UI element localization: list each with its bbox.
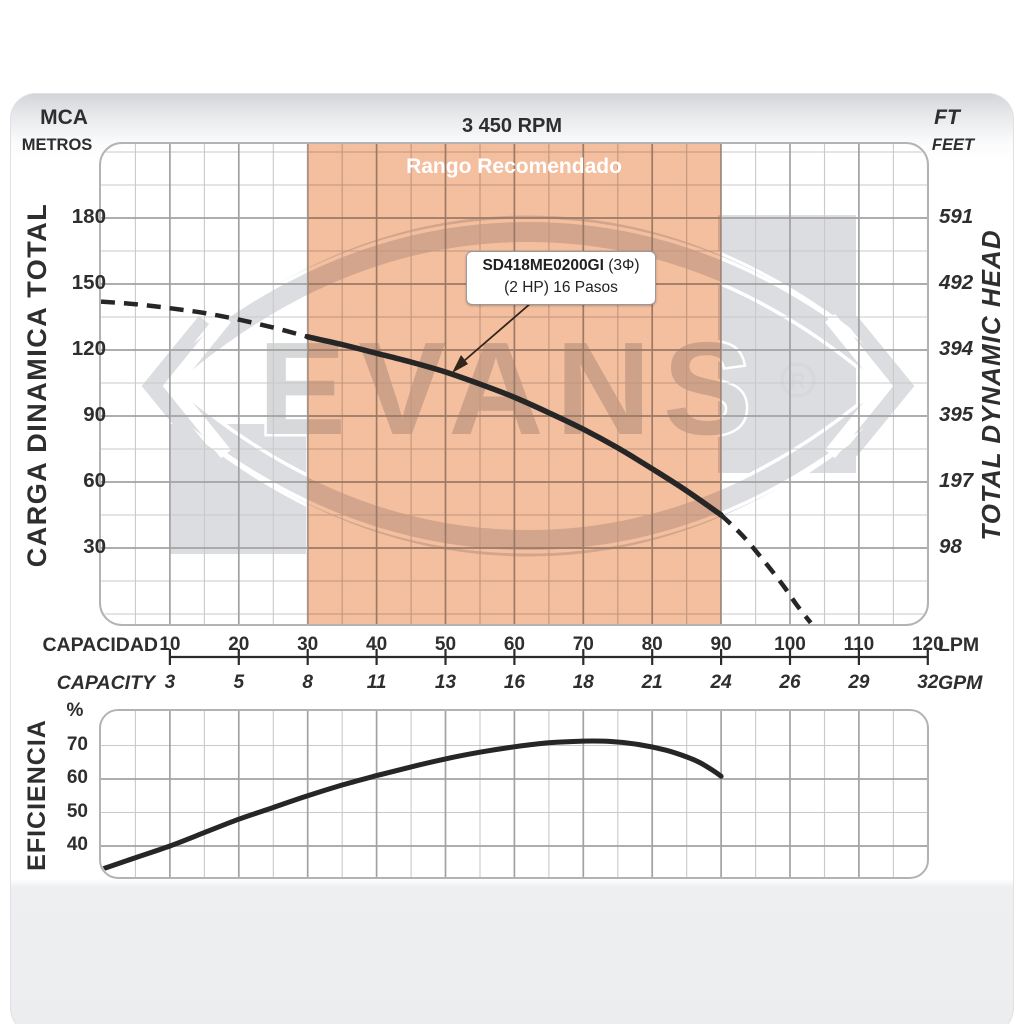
x-axis-tick-marks <box>168 649 929 665</box>
efficiency-percent-label: % <box>66 700 84 721</box>
x-axis <box>168 649 929 665</box>
y-right-tick-label: 395 <box>939 403 974 426</box>
callout-arrowhead-icon <box>452 355 468 373</box>
x-lpm-tick-label: 20 <box>228 634 250 655</box>
y-right-tick-label: 591 <box>939 205 974 228</box>
x-lpm-tick-label: 90 <box>710 634 732 655</box>
y-right-tick-label: 197 <box>939 469 974 492</box>
x-gpm-tick-label: 11 <box>366 672 387 693</box>
x-lpm-tick-label: 110 <box>843 634 875 655</box>
y-left-tick-label: 90 <box>83 403 106 426</box>
x-lpm-tick-label: 50 <box>434 634 457 655</box>
y-right-tick-label: 394 <box>939 337 974 360</box>
y-axis-title-right: TOTAL DYNAMIC HEAD <box>975 229 1006 541</box>
x-gpm-tick-label: 5 <box>233 672 245 693</box>
pump-model-line1: SD418ME0200GI (3Φ) <box>471 255 651 277</box>
x-gpm-tick-label: 32 <box>917 672 939 693</box>
capacity-label: CAPACITY <box>56 672 155 694</box>
x-gpm-tick-label: 18 <box>572 672 594 693</box>
x-gpm-tick-label: 16 <box>503 672 525 693</box>
y-left-tick-label: 30 <box>83 535 106 558</box>
x-lpm-tick-label: 70 <box>572 634 594 655</box>
capacidad-label: CAPACIDAD <box>42 634 158 656</box>
x-gpm-tick-label: 3 <box>164 672 176 693</box>
eff-grid-major <box>101 711 927 877</box>
efficiency-plot-area <box>101 711 927 877</box>
x-lpm-tick-label: 60 <box>503 634 525 655</box>
pump-model-callout: SD418ME0200GI (3Φ) (2 HP) 16 Pasos <box>466 251 656 305</box>
x-lpm-tick-label: 40 <box>366 634 388 655</box>
head-curve-dashed-low <box>101 299 309 339</box>
evans-logo-left-chevron-icon <box>141 315 210 457</box>
head-curve-solid <box>304 334 724 518</box>
rpm-title: 3 450 RPM <box>461 115 563 137</box>
y-axis-title-left: CARGA DINAMICA TOTAL <box>21 202 52 568</box>
y-left-tick-label: 120 <box>71 337 106 360</box>
y-right-tick-label: 98 <box>939 535 962 558</box>
head-curve-dashed-high <box>719 513 813 624</box>
x-gpm-tick-label: 21 <box>641 672 663 693</box>
y-left-tick-label: 60 <box>83 469 106 492</box>
x-lpm-tick-label: 120 <box>911 634 944 655</box>
x-lpm-tick-label: 30 <box>297 634 319 655</box>
evans-logo-right-chevron-icon <box>846 315 915 457</box>
x-gpm-tick-label: 26 <box>779 672 801 693</box>
lpm-unit-label: LPM <box>938 634 980 656</box>
efficiency-curve <box>101 738 724 872</box>
eff-tick-label: 70 <box>66 733 88 755</box>
registered-mark-r: R <box>790 370 805 393</box>
x-lpm-tick-label: 10 <box>159 634 181 655</box>
x-gpm-tick-label: 29 <box>848 672 870 693</box>
unit-ft-label: FT <box>934 106 960 129</box>
unit-mca-label: MCA <box>40 106 88 129</box>
eff-tick-label: 40 <box>66 834 88 855</box>
pump-model-phase: (3Φ) <box>603 257 640 274</box>
registered-mark-icon <box>780 362 816 398</box>
main-plot-frame <box>99 142 929 626</box>
callout-arrow-line <box>456 302 532 368</box>
y-left-tick-label: 180 <box>71 205 106 228</box>
x-lpm-tick-label: 80 <box>641 634 663 655</box>
eff-tick-label: 50 <box>66 800 88 822</box>
y-left-tick-label: 150 <box>71 271 106 294</box>
eff-tick-label: 60 <box>66 767 88 788</box>
unit-metros-label: METROS <box>21 136 93 154</box>
recommended-range-band <box>307 144 722 624</box>
gpm-unit-label: GPM <box>938 672 983 694</box>
x-gpm-tick-label: 13 <box>434 672 457 693</box>
x-gpm-tick-label: 24 <box>710 672 732 693</box>
x-gpm-tick-label: 8 <box>302 672 313 693</box>
unit-feet-label: FEET <box>931 136 975 154</box>
recommended-range-label: Rango Recomendado <box>406 155 622 178</box>
x-lpm-tick-label: 100 <box>774 634 806 655</box>
efficiency-plot-frame <box>99 709 929 879</box>
y-right-tick-label: 492 <box>939 271 974 294</box>
pump-model-line2: (2 HP) 16 Pasos <box>504 279 618 297</box>
pump-model-code: SD418ME0200GI <box>482 257 604 274</box>
main-plot-area: EVANS R <box>101 144 927 624</box>
